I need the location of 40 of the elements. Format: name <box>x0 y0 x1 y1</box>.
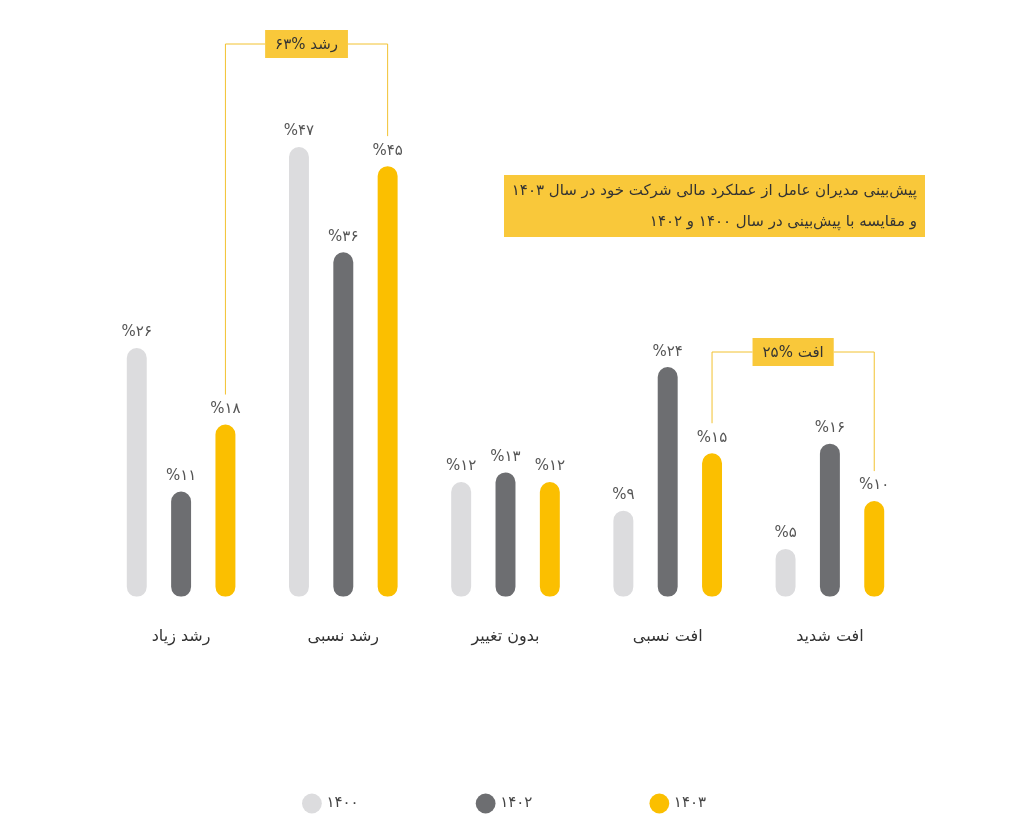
x-tick-label: رشد زیاد <box>151 625 211 646</box>
data-label: %۴۵ <box>372 140 403 159</box>
x-tick-label: افت شدید <box>796 625 864 645</box>
legend-label: ۱۴۰۰ <box>326 793 359 812</box>
legend-label: ۱۴۰۳ <box>673 793 707 812</box>
data-label: %۹ <box>612 485 635 504</box>
bar <box>539 481 560 597</box>
bar <box>613 510 634 597</box>
x-tick-label: بدون تغییر <box>470 625 540 646</box>
data-label: %۱۵ <box>696 427 728 446</box>
legend-label: ۱۴۰۲ <box>500 793 533 812</box>
bar <box>288 147 309 597</box>
text: پیش‌بینی مدیران عامل از عملکرد مالی شرکت خود در سال ۱۴۰۳ و مقایسه با پیش‌بینی در سال ۱۴۰۰ و ۱۴۰۲ <box>503 175 925 237</box>
bar <box>215 424 236 597</box>
bar <box>657 367 678 597</box>
text: رشد %۶۳ <box>275 34 338 53</box>
bar <box>495 472 516 597</box>
x-tick-label: رشد نسبی <box>307 625 380 646</box>
bar <box>377 166 398 597</box>
annotation: افت %۲۵ <box>762 342 824 361</box>
data-label: %۵ <box>774 523 797 542</box>
bar <box>864 501 885 597</box>
data-label: %۳۶ <box>328 226 359 245</box>
bar <box>702 453 723 597</box>
data-label: %۱۶ <box>814 418 846 437</box>
data-label: %۱۰ <box>859 475 890 494</box>
data-label: %۲۶ <box>121 322 152 341</box>
bar <box>333 252 354 597</box>
data-label: %۴۷ <box>283 121 315 140</box>
bar <box>819 443 840 597</box>
bar <box>126 347 147 597</box>
bar <box>171 491 192 597</box>
x-tick-label: افت نسبی <box>632 625 703 645</box>
bar <box>451 481 472 597</box>
data-label: %۱۲ <box>534 456 566 475</box>
data-label: %۲۴ <box>652 341 683 360</box>
data-label: %۱۲ <box>445 456 477 475</box>
data-label: %۱۸ <box>210 398 241 417</box>
data-label: %۱۱ <box>165 465 197 484</box>
data-label: %۱۳ <box>490 446 521 465</box>
